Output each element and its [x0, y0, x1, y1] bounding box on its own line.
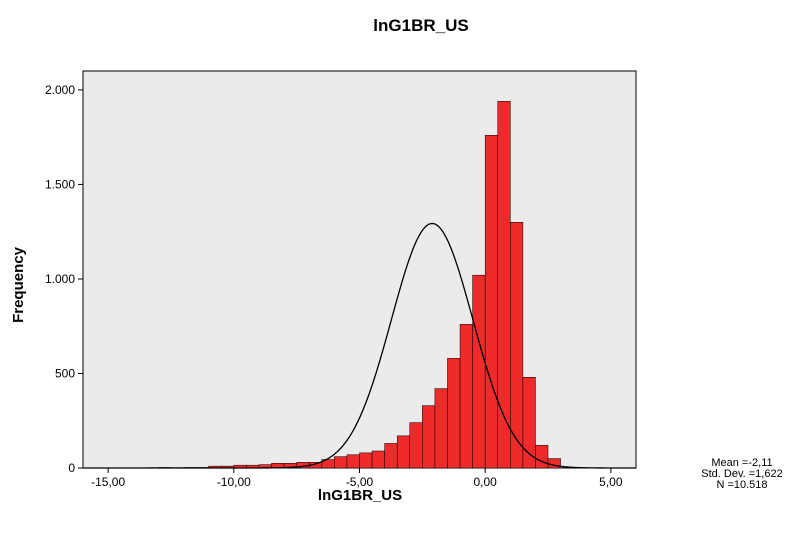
histogram-bar	[422, 405, 436, 469]
y-tick-label: 500	[55, 366, 75, 380]
y-tick-label: 0	[68, 461, 75, 475]
normal-curve	[83, 222, 636, 469]
y-axis: 0 500 1.000 1.500 2.000	[45, 83, 83, 475]
y-tick-label: 1.500	[45, 177, 75, 191]
x-tick-label: -5,00	[346, 475, 374, 489]
stats-std-dev: Std. Dev. =1,622	[701, 468, 782, 480]
histogram-bar	[510, 221, 524, 469]
chart-title: lnG1BR_US	[373, 16, 468, 35]
x-tick-label: 5,00	[599, 475, 623, 489]
y-axis-label: Frequency	[10, 246, 27, 323]
histogram-bar	[409, 422, 423, 469]
histogram-bar	[497, 101, 511, 469]
x-tick-label: -10,00	[217, 475, 251, 489]
histogram-bar	[434, 388, 448, 469]
histogram-bar	[522, 377, 536, 469]
histogram-bar	[371, 450, 385, 469]
histogram-bar	[459, 324, 473, 469]
histogram-bar	[334, 456, 348, 469]
plot-area	[82, 70, 637, 469]
histogram-bar	[484, 135, 498, 469]
x-tick-label: 0,00	[474, 475, 498, 489]
y-tick-label: 1.000	[45, 272, 75, 286]
histogram-bar	[359, 452, 373, 469]
histogram-bar	[346, 454, 360, 469]
y-tick-label: 2.000	[45, 83, 75, 97]
histogram-bar	[472, 274, 486, 469]
histogram-bars	[145, 101, 561, 469]
x-axis-label: lnG1BR_US	[318, 487, 402, 504]
x-axis: -15,00 -10,00 -5,00 0,00 5,00	[91, 468, 623, 489]
x-tick-label: -15,00	[91, 475, 125, 489]
stats-mean: Mean =-2,11	[711, 457, 772, 469]
histogram-bar	[447, 358, 461, 469]
stats-n: N =10.518	[716, 479, 767, 491]
histogram-bar	[535, 445, 549, 469]
histogram-bar	[384, 443, 398, 469]
histogram-bar	[396, 435, 411, 469]
